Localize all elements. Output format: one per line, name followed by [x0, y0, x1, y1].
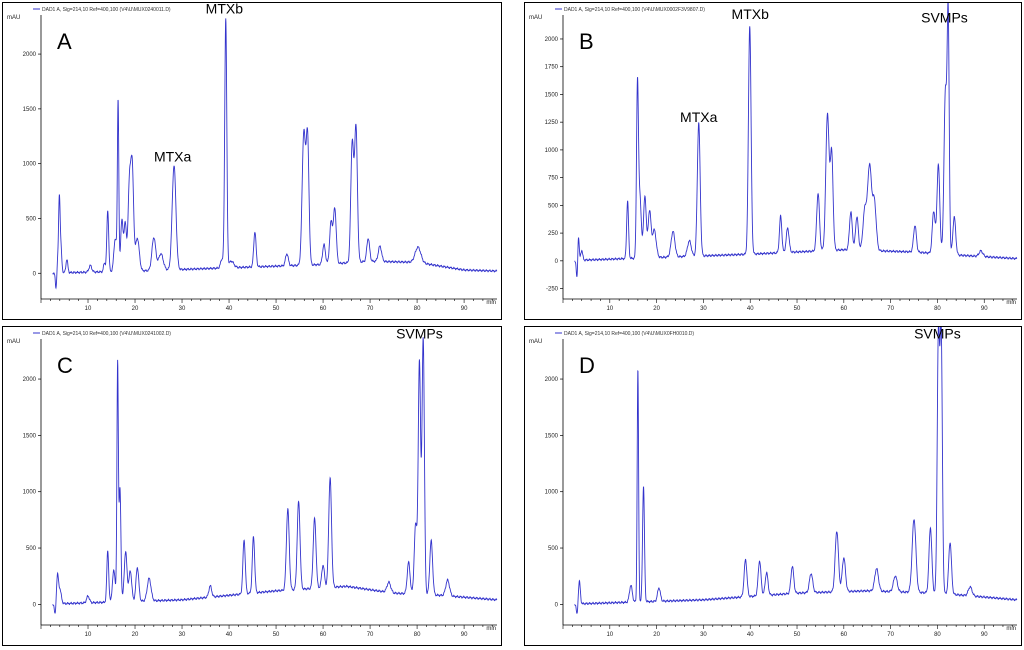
x-tick-label: 60 [320, 306, 327, 312]
chart-svg-b: DAD1 A, Sig=214,10 Ref=400,100 (V4\U\MUX… [529, 3, 1018, 312]
y-tick-label: 2000 [545, 377, 559, 383]
x-tick-label: 50 [794, 632, 801, 638]
x-tick-label: 30 [179, 306, 186, 312]
y-unit-label: mAU [529, 15, 542, 21]
y-tick-label: 500 [548, 203, 559, 209]
panel-letter: C [57, 353, 73, 378]
y-tick-label: 0 [555, 602, 559, 608]
y-tick-label: 0 [33, 602, 37, 608]
x-unit-label: min [486, 626, 496, 632]
x-tick-label: 40 [747, 306, 754, 312]
peak-annotation: MTXb [732, 6, 770, 22]
x-tick-label: 60 [840, 632, 847, 638]
x-unit-label: min [486, 300, 496, 306]
y-tick-label: 1000 [545, 148, 559, 154]
x-tick-label: 10 [85, 306, 92, 312]
x-tick-label: 50 [273, 306, 280, 312]
peak-annotation: SVMPs [921, 9, 968, 25]
y-tick-label: 1000 [23, 162, 37, 168]
panel-letter: A [57, 29, 72, 54]
y-tick-label: 1500 [23, 433, 37, 439]
x-tick-label: 30 [179, 632, 186, 638]
chart-svg-c: DAD1 A, Sig=214,10 Ref=400,100 (V4\U\MUX… [7, 327, 498, 638]
signal-trace [52, 337, 498, 614]
x-tick-label: 80 [414, 306, 421, 312]
x-tick-label: 20 [132, 306, 139, 312]
y-tick-label: 250 [548, 231, 559, 237]
legend-text: DAD1 A, Sig=214,10 Ref=400,100 (V4\U\MUX… [564, 7, 705, 13]
signal-trace [574, 3, 1018, 277]
y-tick-label: 1250 [545, 120, 559, 126]
x-tick-label: 20 [653, 306, 660, 312]
x-tick-label: 10 [606, 306, 613, 312]
y-tick-label: 1500 [23, 107, 37, 113]
x-tick-label: 20 [132, 632, 139, 638]
x-tick-label: 10 [85, 632, 92, 638]
y-tick-label: 750 [548, 176, 559, 182]
x-tick-label: 80 [934, 306, 941, 312]
y-tick-label: 1000 [23, 490, 37, 496]
x-tick-label: 70 [367, 306, 374, 312]
y-tick-label: 2000 [23, 52, 37, 58]
signal-trace [52, 18, 498, 290]
y-tick-label: 1000 [545, 490, 559, 496]
x-unit-label: min [1006, 300, 1016, 306]
peak-annotation: SVMPs [396, 327, 443, 341]
signal-trace [574, 327, 1018, 614]
x-unit-label: min [1006, 626, 1016, 632]
chart-svg-a: DAD1 A, Sig=214,10 Ref=400,100 (V4\U\MUX… [7, 3, 498, 312]
x-tick-label: 20 [653, 632, 660, 638]
x-tick-label: 70 [887, 306, 894, 312]
y-tick-label: 2000 [545, 37, 559, 43]
x-tick-label: 40 [226, 632, 233, 638]
y-tick-label: 0 [555, 259, 559, 265]
peak-annotation: MTXa [154, 148, 192, 164]
x-tick-label: 30 [700, 306, 707, 312]
x-tick-label: 10 [606, 632, 613, 638]
x-tick-label: 30 [700, 632, 707, 638]
y-tick-label: 500 [26, 546, 37, 552]
y-unit-label: mAU [7, 15, 20, 21]
chromatogram-panel-b: DAD1 A, Sig=214,10 Ref=400,100 (V4\U\MUX… [524, 2, 1022, 320]
y-tick-label: 500 [26, 216, 37, 222]
y-tick-label: 1500 [545, 433, 559, 439]
y-tick-label: -250 [546, 287, 559, 293]
y-tick-label: 500 [548, 546, 559, 552]
y-unit-label: mAU [529, 339, 542, 345]
chromatogram-panel-a: DAD1 A, Sig=214,10 Ref=400,100 (V4\U\MUX… [2, 2, 502, 320]
panel-letter: B [579, 29, 594, 54]
peak-annotation: MTXb [206, 3, 244, 17]
x-tick-label: 90 [981, 306, 988, 312]
peak-annotation: MTXa [680, 109, 718, 125]
x-tick-label: 50 [794, 306, 801, 312]
x-tick-label: 80 [934, 632, 941, 638]
y-tick-label: 1750 [545, 65, 559, 71]
x-tick-label: 80 [414, 632, 421, 638]
x-tick-label: 90 [981, 632, 988, 638]
x-tick-label: 90 [461, 306, 468, 312]
chart-svg-d: DAD1 A, Sig=214,10 Ref=400,100 (V4\U\MUX… [529, 327, 1018, 638]
panel-letter: D [579, 353, 595, 378]
x-tick-label: 70 [367, 632, 374, 638]
legend-text: DAD1 A, Sig=214,10 Ref=400,100 (V4\U\MUX… [42, 7, 171, 13]
x-tick-label: 90 [461, 632, 468, 638]
x-tick-label: 60 [840, 306, 847, 312]
x-tick-label: 50 [273, 632, 280, 638]
peak-annotation: SVMPs [914, 327, 961, 341]
y-unit-label: mAU [7, 339, 20, 345]
y-tick-label: 2000 [23, 377, 37, 383]
y-tick-label: 1500 [545, 92, 559, 98]
chromatogram-panel-c: DAD1 A, Sig=214,10 Ref=400,100 (V4\U\MUX… [2, 326, 502, 646]
y-tick-label: 0 [33, 271, 37, 277]
x-tick-label: 60 [320, 632, 327, 638]
legend-text: DAD1 A, Sig=214,10 Ref=400,100 (V4\U\MUX… [564, 331, 694, 337]
x-tick-label: 70 [887, 632, 894, 638]
legend-text: DAD1 A, Sig=214,10 Ref=400,100 (V4\U\MUX… [42, 331, 171, 337]
x-tick-label: 40 [226, 306, 233, 312]
chromatogram-panel-d: DAD1 A, Sig=214,10 Ref=400,100 (V4\U\MUX… [524, 326, 1022, 646]
x-tick-label: 40 [747, 632, 754, 638]
